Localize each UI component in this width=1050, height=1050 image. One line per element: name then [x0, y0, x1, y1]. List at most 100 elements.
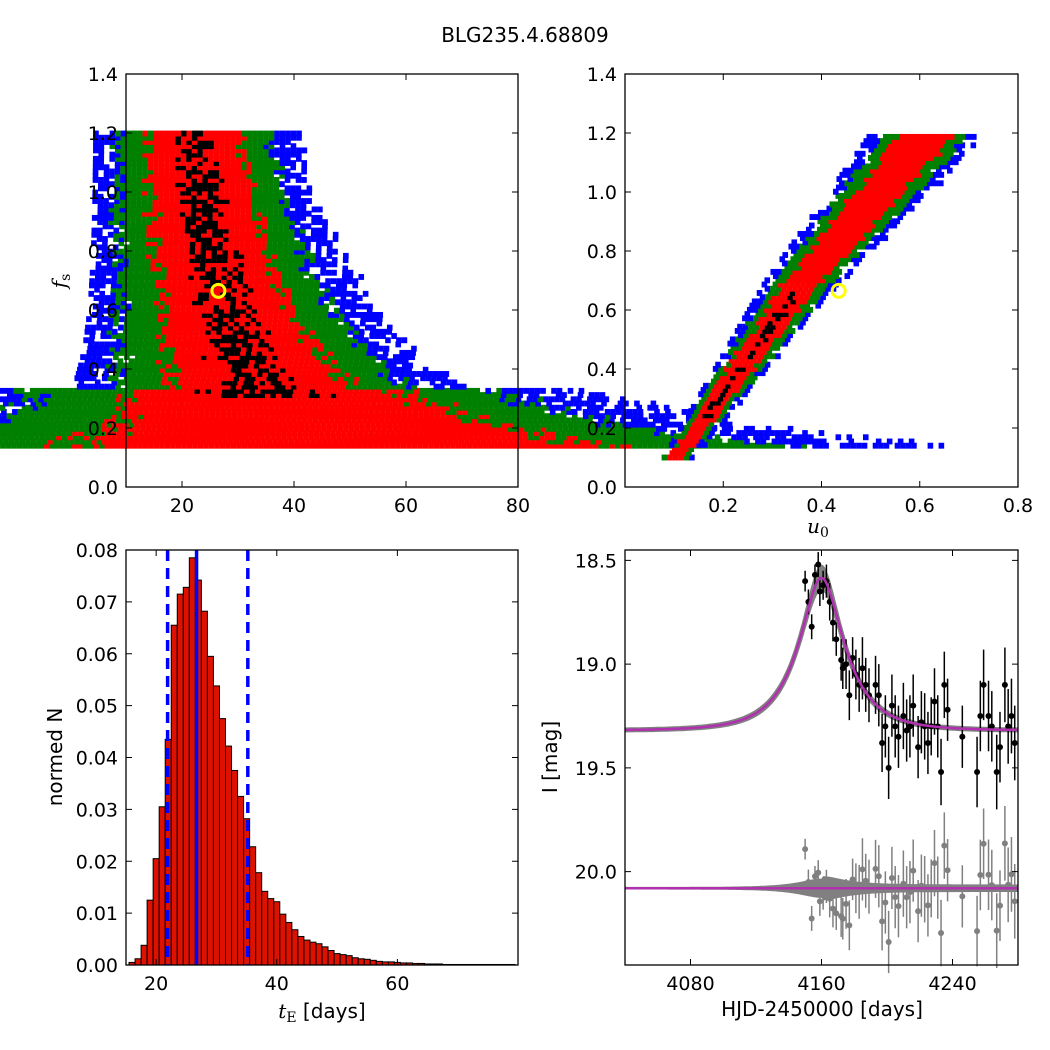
fs-vs-tE-cell	[129, 400, 135, 407]
fs-vs-tE-cell	[103, 345, 110, 352]
fs-vs-tE-cell	[161, 261, 168, 268]
fs-vs-tE-cell	[332, 231, 339, 238]
fs-vs-tE-cell	[340, 442, 346, 449]
fs-vs-tE-cell	[296, 130, 302, 137]
fs-vs-tE-cell	[245, 202, 252, 209]
fs-vs-tE-cell	[478, 392, 485, 399]
fs-vs-tE-cell	[204, 392, 211, 399]
fs-vs-tE-cell	[389, 417, 396, 424]
fs-vs-tE-cell	[235, 151, 242, 158]
fs-vs-tE-cell	[186, 396, 193, 403]
fs-vs-u0-cell	[742, 353, 748, 360]
fs-vs-tE-cell	[107, 231, 114, 238]
fs-vs-tE-cell	[118, 400, 124, 407]
fs-vs-tE-cell	[152, 189, 159, 196]
fs-vs-tE-cell	[251, 189, 258, 196]
fs-vs-tE-cell	[218, 185, 225, 192]
fs-vs-tE-cell	[330, 430, 336, 436]
fs-vs-tE-cell	[308, 409, 315, 415]
fs-vs-tE-cell	[541, 438, 547, 445]
fs-vs-tE-cell	[500, 434, 507, 441]
fs-vs-tE-cell	[219, 341, 226, 348]
fs-vs-tE-cell	[228, 375, 234, 382]
fs-vs-tE-cell	[246, 160, 253, 167]
fs-vs-tE-cell	[472, 430, 479, 436]
fs-vs-tE-cell	[200, 354, 207, 361]
fs-vs-u0-cell	[736, 353, 743, 360]
fs-vs-tE-cell	[323, 417, 330, 424]
fs-vs-tE-cell	[628, 425, 635, 432]
fs-vs-tE-cell	[787, 425, 794, 432]
fs-vs-u0-cell	[715, 399, 721, 406]
fs-vs-tE-cell	[131, 160, 137, 167]
fs-vs-tE-cell	[619, 404, 626, 411]
fs-vs-tE-cell	[280, 295, 286, 302]
fs-vs-tE-cell	[301, 303, 308, 310]
fs-vs-tE-cell	[490, 421, 497, 428]
fs-vs-tE-cell	[169, 160, 176, 167]
fs-vs-tE-cell	[226, 333, 233, 339]
fs-vs-tE-cell	[78, 379, 85, 386]
fs-vs-tE-cell	[521, 404, 527, 411]
fs-vs-tE-cell	[90, 421, 96, 428]
fs-vs-tE-cell	[125, 307, 132, 314]
fs-vs-tE-cell	[316, 236, 322, 242]
fs-vs-tE-cell	[175, 139, 182, 145]
fs-vs-tE-cell	[485, 425, 492, 432]
fs-vs-tE-cell	[652, 404, 659, 411]
fs-vs-tE-cell	[119, 307, 126, 314]
fs-vs-tE-cell	[793, 438, 800, 445]
fs-vs-tE-cell	[307, 341, 314, 348]
fs-vs-tE-cell	[293, 252, 300, 259]
fs-vs-tE-cell	[291, 366, 297, 373]
fs-vs-tE-cell	[337, 421, 343, 428]
fs-vs-tE-cell	[458, 425, 465, 432]
fs-vs-tE-cell	[477, 404, 483, 411]
fs-vs-tE-cell	[255, 248, 262, 255]
fs-vs-tE-cell	[120, 404, 127, 411]
fs-vs-tE-cell	[166, 265, 173, 272]
fs-vs-tE-ytick-label: 1.4	[88, 64, 118, 86]
fs-vs-tE-cell	[241, 345, 247, 352]
fs-vs-u0-cell	[763, 344, 770, 351]
fs-vs-tE-cell	[471, 417, 478, 424]
fs-vs-tE-cell	[73, 387, 80, 394]
fs-vs-tE-cell	[195, 236, 202, 242]
fs-vs-tE-cell	[207, 311, 213, 318]
fs-vs-tE-cell	[39, 434, 46, 441]
fs-vs-tE-cell	[187, 434, 194, 441]
fs-vs-tE-cell	[201, 349, 208, 356]
fs-vs-tE-cell	[409, 354, 416, 361]
fs-vs-tE-cell	[373, 417, 379, 424]
fs-vs-tE-cell	[175, 160, 181, 167]
fs-vs-tE-cell	[98, 299, 105, 306]
fs-vs-tE-cell	[325, 282, 331, 289]
fs-vs-tE-cell	[181, 341, 188, 348]
fs-vs-tE-cell	[389, 383, 396, 390]
fs-vs-tE-cell	[218, 198, 225, 204]
fs-vs-tE-cell	[577, 434, 584, 441]
fs-vs-tE-cell	[118, 248, 124, 255]
fs-vs-tE-cell	[598, 396, 604, 403]
fs-vs-tE-cell	[293, 257, 300, 264]
fs-vs-tE-cell	[326, 387, 332, 394]
fs-vs-u0-cell	[697, 420, 704, 427]
fs-vs-tE-cell	[221, 278, 227, 285]
fs-vs-tE-cell	[297, 430, 303, 436]
fs-vs-tE-cell	[185, 202, 192, 209]
fs-vs-tE-cell	[156, 324, 163, 331]
fs-vs-tE-cell	[593, 430, 600, 436]
fs-vs-tE-cell	[179, 311, 186, 318]
fs-vs-tE-cell	[173, 400, 179, 407]
fs-vs-tE-cell	[359, 421, 365, 428]
fs-vs-tE-cell	[93, 295, 100, 302]
fs-vs-tE-cell	[259, 333, 266, 339]
fs-vs-tE-cell	[294, 320, 300, 327]
fs-vs-tE-cell	[177, 328, 184, 335]
fs-vs-tE-cell	[219, 404, 225, 411]
fs-vs-u0-cell	[748, 323, 754, 330]
fs-vs-tE-cell	[267, 202, 274, 209]
fs-vs-tE-cell	[578, 421, 585, 428]
fs-vs-tE-cell	[149, 274, 156, 280]
fs-vs-tE-cell	[341, 392, 348, 399]
